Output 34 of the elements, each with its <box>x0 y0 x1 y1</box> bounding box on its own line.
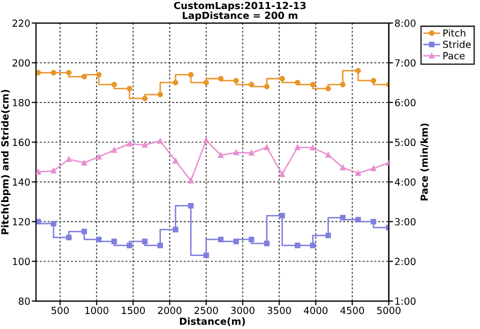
y-tick-label: 100 <box>12 258 30 266</box>
y2-tick-label: 3:00 <box>395 218 416 226</box>
legend-label: Pitch <box>443 29 466 37</box>
x-tick-label: 5000 <box>377 306 401 314</box>
chart-title: CustomLaps:2011-12-13 <box>174 2 306 12</box>
x-tick-label: 3000 <box>231 306 254 314</box>
y2-tick-label: 1:00 <box>395 298 416 305</box>
y-tick-label: 120 <box>12 218 30 226</box>
y2-axis-title: Pace (min/km) <box>420 124 430 200</box>
chart-subtitle: LapDistance = 200 m <box>182 12 298 21</box>
x-tick-label: 3500 <box>268 306 291 314</box>
x-tick-label: 4500 <box>340 306 364 314</box>
x-tick-label: 4000 <box>304 306 328 314</box>
legend-label: Stride <box>443 40 471 48</box>
x-tick-label: 500 <box>52 306 69 314</box>
x-tick-label: 1000 <box>85 306 108 314</box>
x-tick-label: 2000 <box>158 306 182 314</box>
y-tick-label: 180 <box>12 98 30 106</box>
y-axis-title: Pitch(bpm) and Stride(cm) <box>1 90 10 234</box>
x-tick-label: 1500 <box>122 306 145 314</box>
y2-tick-label: 5:00 <box>395 138 416 146</box>
y-tick-label: 80 <box>18 298 30 305</box>
y2-tick-label: 4:00 <box>394 178 416 186</box>
y-tick-label: 220 <box>12 20 30 27</box>
y2-tick-label: 8:00 <box>395 20 416 27</box>
legend-label: Pace <box>443 52 465 60</box>
y-tick-label: 160 <box>12 138 30 146</box>
y-tick-label: 200 <box>12 59 30 67</box>
x-axis-title: Distance(m) <box>180 317 245 326</box>
y2-tick-label: 6:00 <box>395 98 416 106</box>
y-tick-label: 140 <box>12 178 30 186</box>
y2-tick-label: 2:00 <box>395 258 416 266</box>
y2-tick-label: 7:00 <box>395 59 416 67</box>
x-tick-label: 2500 <box>194 306 218 314</box>
